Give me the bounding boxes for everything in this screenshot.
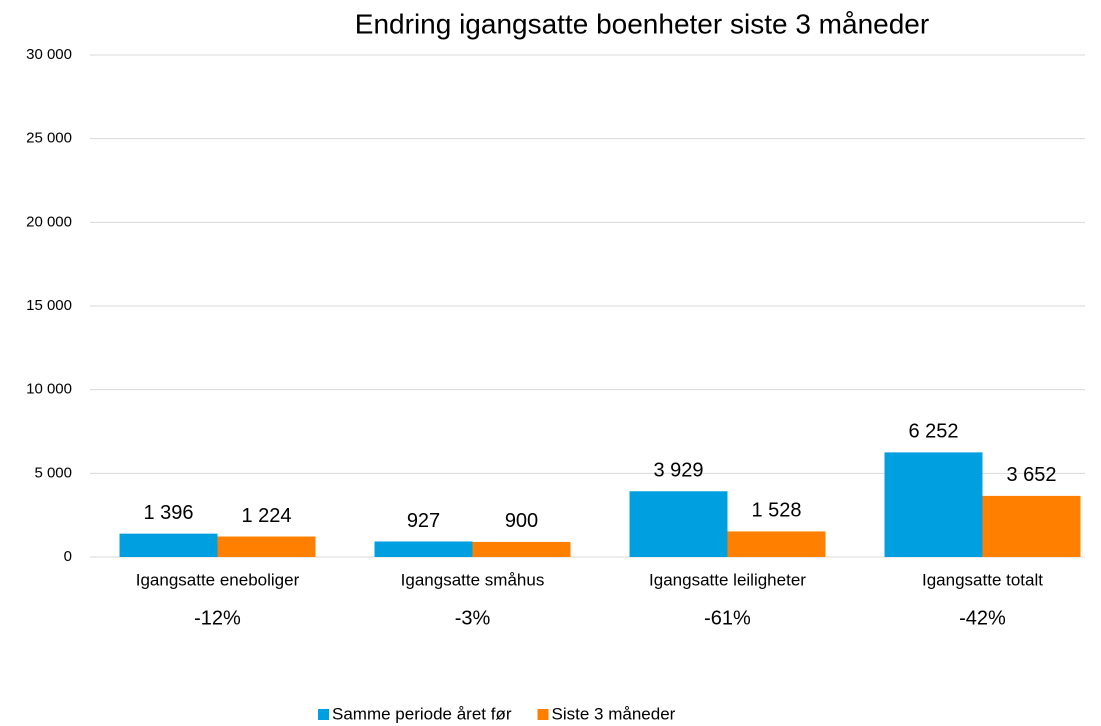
annotation: -12%: [194, 607, 241, 629]
value-label: 3 652: [1006, 464, 1056, 486]
bar: [727, 531, 826, 557]
y-tick-label: 25 000: [26, 130, 72, 147]
y-tick-label: 10 000: [26, 381, 72, 398]
value-label: 927: [407, 510, 440, 532]
bar: [374, 541, 473, 557]
y-tick-label: 15 000: [26, 297, 72, 314]
annotation: -61%: [704, 607, 751, 629]
annotation: -3%: [455, 607, 491, 629]
value-label: 1 528: [751, 500, 801, 522]
bar: [884, 452, 983, 557]
bar: [472, 541, 571, 557]
bar: [119, 533, 218, 557]
bar: [982, 495, 1081, 557]
value-label: 900: [505, 510, 538, 532]
value-label: 3 929: [653, 460, 703, 482]
value-label: 6 252: [908, 421, 958, 443]
annotation: -42%: [959, 607, 1006, 629]
y-tick-label: 20 000: [26, 213, 72, 230]
legend-swatch: [318, 709, 329, 720]
legend-swatch: [537, 709, 549, 720]
x-tick-label: Igangsatte eneboliger: [136, 570, 300, 589]
y-tick-label: 0: [64, 548, 72, 565]
value-label: 1 224: [241, 505, 291, 527]
value-label: 1 396: [143, 502, 193, 524]
x-tick-label: Igangsatte totalt: [922, 570, 1043, 589]
bar: [629, 491, 728, 557]
y-tick-label: 5 000: [34, 464, 72, 481]
legend-label: Samme periode året før: [332, 704, 512, 723]
bar: [217, 536, 316, 557]
legend-label: Siste 3 måneder: [552, 704, 676, 723]
x-tick-label: Igangsatte leiligheter: [649, 570, 806, 589]
chart-title: Endring igangsatte boenheter siste 3 mån…: [355, 8, 929, 39]
x-tick-label: Igangsatte småhus: [401, 570, 545, 589]
y-tick-label: 30 000: [26, 46, 72, 63]
